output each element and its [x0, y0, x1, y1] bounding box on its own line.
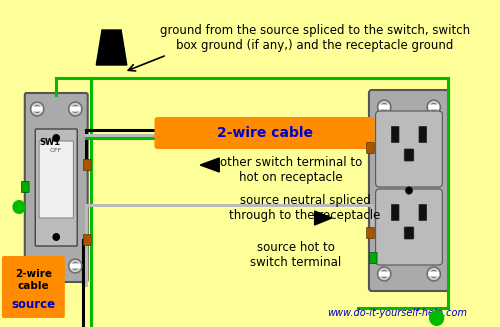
- Polygon shape: [314, 211, 332, 225]
- Circle shape: [68, 102, 82, 116]
- Circle shape: [381, 270, 388, 278]
- FancyBboxPatch shape: [25, 93, 88, 282]
- Text: OFF: OFF: [50, 147, 62, 152]
- FancyBboxPatch shape: [22, 181, 29, 193]
- Text: source: source: [12, 299, 56, 312]
- Text: SW1: SW1: [39, 138, 60, 147]
- FancyBboxPatch shape: [376, 111, 442, 187]
- FancyBboxPatch shape: [2, 256, 65, 318]
- FancyBboxPatch shape: [36, 129, 77, 246]
- Text: source neutral spliced
through to the receptacle: source neutral spliced through to the re…: [230, 194, 381, 222]
- Circle shape: [34, 106, 40, 112]
- FancyBboxPatch shape: [32, 264, 42, 268]
- Text: 2-wire cable: 2-wire cable: [216, 126, 312, 140]
- FancyBboxPatch shape: [379, 271, 390, 277]
- FancyBboxPatch shape: [32, 107, 42, 112]
- Circle shape: [430, 104, 437, 111]
- FancyBboxPatch shape: [154, 117, 374, 149]
- FancyBboxPatch shape: [70, 264, 80, 268]
- FancyBboxPatch shape: [379, 105, 390, 110]
- Circle shape: [378, 100, 391, 114]
- FancyBboxPatch shape: [404, 227, 414, 239]
- FancyBboxPatch shape: [428, 105, 439, 110]
- Text: ground from the source spliced to the switch, switch
box ground (if any,) and th: ground from the source spliced to the sw…: [160, 24, 469, 52]
- FancyBboxPatch shape: [369, 90, 449, 291]
- Text: www.do-it-yourself-help.com: www.do-it-yourself-help.com: [327, 308, 467, 318]
- Text: source hot to
switch terminal: source hot to switch terminal: [250, 241, 341, 269]
- Circle shape: [430, 270, 437, 278]
- Circle shape: [52, 233, 60, 241]
- Polygon shape: [200, 158, 220, 172]
- FancyBboxPatch shape: [84, 234, 91, 246]
- Circle shape: [34, 263, 40, 269]
- FancyBboxPatch shape: [428, 271, 439, 277]
- Circle shape: [427, 100, 440, 114]
- FancyBboxPatch shape: [70, 107, 80, 112]
- FancyBboxPatch shape: [392, 204, 399, 220]
- Circle shape: [381, 104, 388, 111]
- Circle shape: [405, 186, 413, 195]
- FancyBboxPatch shape: [39, 141, 74, 218]
- FancyBboxPatch shape: [376, 189, 442, 265]
- FancyBboxPatch shape: [419, 127, 426, 143]
- FancyBboxPatch shape: [84, 160, 91, 170]
- Polygon shape: [96, 30, 127, 65]
- Text: other switch terminal to
hot on receptacle: other switch terminal to hot on receptac…: [220, 156, 362, 184]
- FancyBboxPatch shape: [392, 127, 399, 143]
- Text: 2-wire
cable: 2-wire cable: [15, 269, 52, 291]
- FancyBboxPatch shape: [370, 252, 377, 264]
- Circle shape: [72, 106, 78, 112]
- Circle shape: [52, 134, 60, 142]
- Circle shape: [30, 102, 44, 116]
- FancyBboxPatch shape: [366, 228, 374, 238]
- Circle shape: [72, 263, 78, 269]
- Circle shape: [427, 267, 440, 281]
- FancyBboxPatch shape: [419, 204, 426, 220]
- Circle shape: [30, 259, 44, 273]
- FancyBboxPatch shape: [366, 143, 374, 153]
- FancyBboxPatch shape: [404, 149, 414, 161]
- Circle shape: [68, 259, 82, 273]
- Circle shape: [12, 200, 26, 214]
- Circle shape: [429, 310, 444, 326]
- Circle shape: [378, 267, 391, 281]
